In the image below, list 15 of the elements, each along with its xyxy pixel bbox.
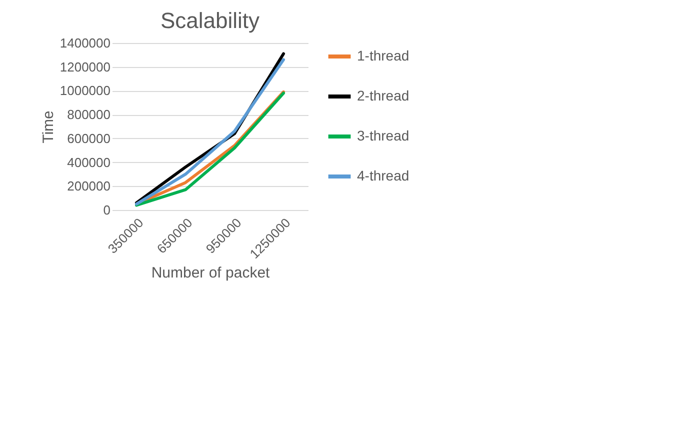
- y-tick-label: 800000: [67, 107, 110, 122]
- y-tick-label: 1200000: [60, 59, 110, 74]
- legend-label: 1-thread: [357, 48, 410, 64]
- y-tick-label: 200000: [67, 178, 110, 194]
- x-axis-title: Number of packet: [151, 264, 271, 282]
- legend-label: 3-thread: [357, 128, 410, 144]
- y-tick-label: 1400000: [60, 36, 110, 50]
- y-axis-title: Time: [40, 110, 57, 144]
- chart-title: Scalability: [160, 8, 260, 33]
- y-tick-label: 400000: [67, 154, 110, 170]
- y-tick-label: 600000: [67, 130, 110, 146]
- y-tick-label: 1000000: [60, 83, 110, 98]
- legend-label: 4-thread: [357, 168, 410, 184]
- y-tick-label: 0: [103, 202, 110, 218]
- legend-label: 2-thread: [357, 88, 410, 104]
